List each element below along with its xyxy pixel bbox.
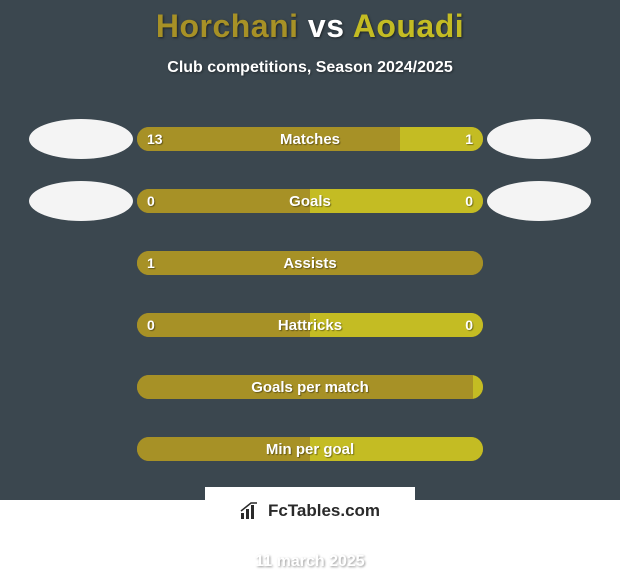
stat-row: 00Hattricks [0, 305, 620, 345]
avatar-spacer [487, 367, 591, 407]
brand-text: FcTables.com [268, 501, 380, 521]
avatar-spacer [29, 429, 133, 469]
avatar-spacer [487, 429, 591, 469]
stats-list: 131Matches 00Goals 1Assists 00Hattricks Goal… [0, 119, 620, 469]
subtitle: Club competitions, Season 2024/2025 [0, 59, 620, 77]
stat-label: Goals per match [137, 375, 483, 399]
chart-icon [240, 502, 262, 520]
vs-text: vs [308, 8, 345, 44]
stat-row: 1Assists [0, 243, 620, 283]
stat-label: Min per goal [137, 437, 483, 461]
avatar-left [29, 181, 133, 221]
avatar-right [487, 181, 591, 221]
stat-bar: 1Assists [137, 251, 483, 275]
avatar-spacer [29, 367, 133, 407]
avatar-spacer [487, 243, 591, 283]
avatar-spacer [29, 243, 133, 283]
stat-bar: Goals per match [137, 375, 483, 399]
stat-row: Min per goal [0, 429, 620, 469]
page-title: Horchani vs Aouadi [0, 8, 620, 45]
stat-row: 131Matches [0, 119, 620, 159]
avatar-spacer [487, 305, 591, 345]
player-right-name: Aouadi [353, 8, 464, 44]
player-left-name: Horchani [156, 8, 299, 44]
stat-bar: 00Goals [137, 189, 483, 213]
stat-row: Goals per match [0, 367, 620, 407]
comparison-card: Horchani vs Aouadi Club competitions, Se… [0, 0, 620, 500]
stat-label: Hattricks [137, 313, 483, 337]
stat-label: Goals [137, 189, 483, 213]
stat-label: Matches [137, 127, 483, 151]
brand-badge: FcTables.com [205, 487, 415, 535]
avatar-spacer [29, 305, 133, 345]
stat-bar: Min per goal [137, 437, 483, 461]
date-text: 11 march 2025 [0, 553, 620, 571]
stat-bar: 00Hattricks [137, 313, 483, 337]
stat-bar: 131Matches [137, 127, 483, 151]
stat-label: Assists [137, 251, 483, 275]
avatar-left [29, 119, 133, 159]
avatar-right [487, 119, 591, 159]
stat-row: 00Goals [0, 181, 620, 221]
